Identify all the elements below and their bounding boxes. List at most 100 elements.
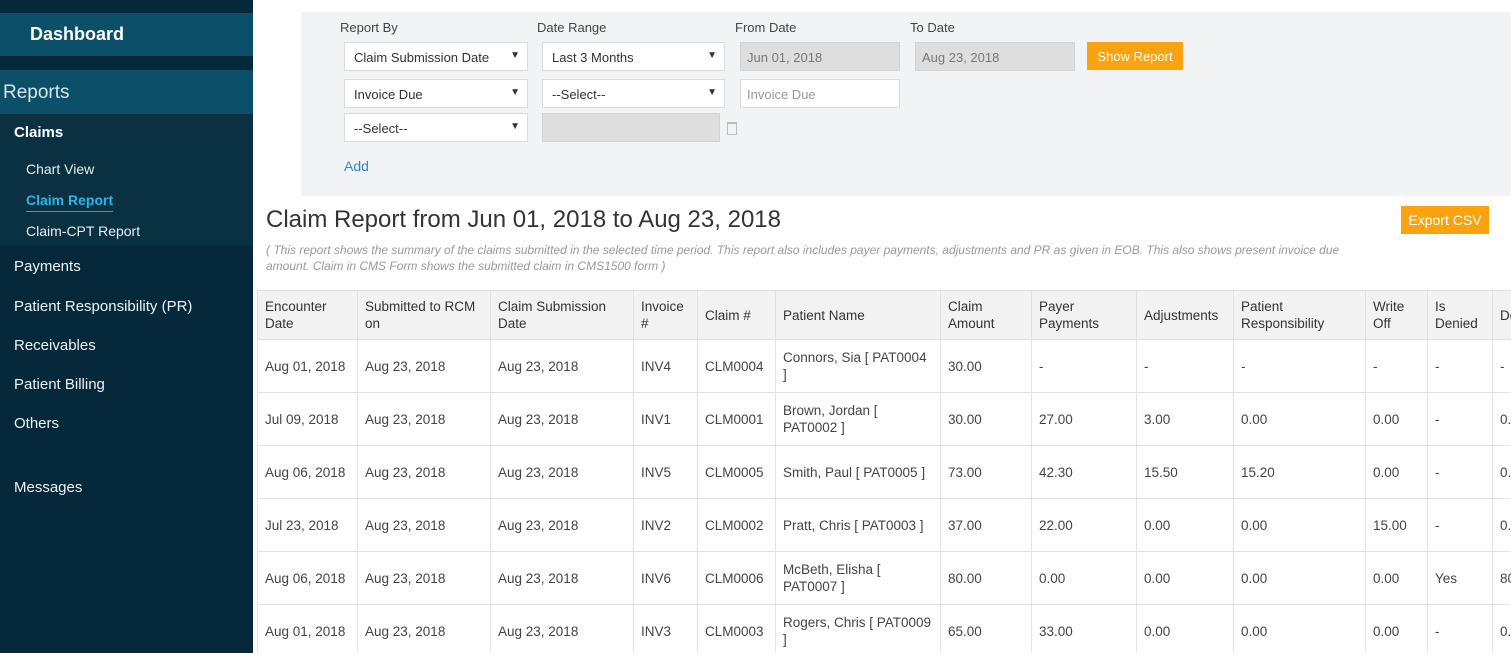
date-range-label: Date Range — [537, 20, 607, 35]
table-cell: 15.50 — [1136, 445, 1234, 499]
sidebar-claim-cpt-report[interactable]: Claim-CPT Report — [26, 223, 141, 239]
sidebar-patient-billing[interactable]: Patient Billing — [14, 376, 105, 393]
table-cell: INV2 — [633, 498, 698, 552]
column-header[interactable]: Claim # — [697, 290, 776, 340]
sidebar-reports[interactable]: Reports — [0, 70, 253, 114]
sidebar-patient-responsibility[interactable]: Patient Responsibility (PR) — [14, 298, 193, 315]
date-range-select[interactable]: Last 3 Months ▼ — [542, 42, 725, 71]
invoice-due-input[interactable]: Invoice Due — [740, 79, 900, 108]
table-cell: McBeth, Elisha [ PAT0007 ] — [775, 551, 941, 605]
table-cell: - — [1492, 339, 1511, 393]
sidebar-chart-view[interactable]: Chart View — [26, 161, 95, 177]
add-filter-link[interactable]: Add — [344, 158, 369, 174]
table-cell: Aug 23, 2018 — [357, 445, 491, 499]
column-header[interactable]: Claim Submission Date — [490, 290, 634, 340]
sidebar-dashboard[interactable]: Dashboard — [0, 13, 253, 56]
filter-field-value-2: --Select-- — [354, 121, 408, 136]
table-cell: Smith, Paul [ PAT0005 ] — [775, 445, 941, 499]
table-cell: 73.00 — [940, 445, 1032, 499]
table-cell: CLM0001 — [697, 392, 776, 446]
filter-field-select-2[interactable]: --Select-- ▼ — [344, 113, 528, 142]
column-header[interactable]: Adjustments — [1136, 290, 1234, 340]
caret-down-icon: ▼ — [707, 87, 717, 98]
table-cell: Aug 01, 2018 — [257, 604, 358, 653]
table-row: Jul 09, 2018 Aug 23, 2018 Aug 23, 2018 INV1… — [257, 392, 1511, 446]
report-by-select[interactable]: Claim Submission Date ▼ — [344, 42, 528, 71]
table-cell: 0. — [1492, 445, 1511, 499]
column-header[interactable]: Patient Responsibility — [1233, 290, 1366, 340]
table-cell: 0.00 — [1136, 498, 1234, 552]
table-cell: 42.30 — [1031, 445, 1137, 499]
table-cell: Connors, Sia [ PAT0004 ] — [775, 339, 941, 393]
table-cell: Rogers, Chris [ PAT0009 ] — [775, 604, 941, 653]
column-header[interactable]: Submitted to RCM on — [357, 290, 491, 340]
column-header[interactable]: Claim Amount — [940, 290, 1032, 340]
table-cell: 27.00 — [1031, 392, 1137, 446]
column-header[interactable]: Write Off — [1365, 290, 1428, 340]
column-header[interactable]: De — [1492, 290, 1511, 340]
report-by-label: Report By — [340, 20, 398, 35]
table-cell: 0.00 — [1233, 392, 1366, 446]
table-row: Aug 06, 2018 Aug 23, 2018 Aug 23, 2018 INV5… — [257, 445, 1511, 499]
sidebar: Dashboard Reports Claims Chart View Clai… — [0, 0, 253, 653]
column-header[interactable]: Is Denied — [1427, 290, 1493, 340]
show-report-button[interactable]: Show Report — [1087, 42, 1183, 70]
filter-operator-value: --Select-- — [552, 87, 606, 102]
table-cell: 15.20 — [1233, 445, 1366, 499]
table-cell: Jul 23, 2018 — [257, 498, 358, 552]
trash-icon[interactable] — [727, 122, 737, 135]
table-header-row: Encounter Date Submitted to RCM on Claim S… — [257, 290, 1511, 340]
claims-section: Claims Chart View Claim Report Claim-CPT… — [0, 114, 253, 246]
filter-field-select[interactable]: Invoice Due ▼ — [344, 79, 528, 108]
table-cell: - — [1233, 339, 1366, 393]
from-date-field[interactable]: Jun 01, 2018 — [740, 42, 900, 71]
column-header[interactable]: Invoice # — [633, 290, 698, 340]
caret-down-icon: ▼ — [707, 50, 717, 61]
table-cell: Aug 23, 2018 — [357, 339, 491, 393]
table-cell: Aug 23, 2018 — [490, 392, 634, 446]
table-cell: CLM0005 — [697, 445, 776, 499]
table-cell: INV5 — [633, 445, 698, 499]
table-cell: 0.00 — [1365, 551, 1428, 605]
table-cell: 0.00 — [1365, 445, 1428, 499]
table-cell: 0. — [1492, 498, 1511, 552]
sidebar-messages[interactable]: Messages — [14, 479, 83, 496]
column-header[interactable]: Encounter Date — [257, 290, 358, 340]
table-cell: - — [1365, 339, 1428, 393]
table-cell: 65.00 — [940, 604, 1032, 653]
caret-down-icon: ▼ — [510, 50, 520, 61]
table-cell: - — [1427, 604, 1493, 653]
sidebar-others[interactable]: Others — [14, 415, 60, 432]
filter-operator-select[interactable]: --Select-- ▼ — [542, 79, 725, 108]
table-cell: Aug 23, 2018 — [490, 498, 634, 552]
table-cell: Yes — [1427, 551, 1493, 605]
table-cell: Aug 23, 2018 — [490, 551, 634, 605]
column-header[interactable]: Payer Payments — [1031, 290, 1137, 340]
table-cell: 22.00 — [1031, 498, 1137, 552]
table-cell: INV1 — [633, 392, 698, 446]
export-csv-button[interactable]: Export CSV — [1401, 206, 1489, 234]
sidebar-payments[interactable]: Payments — [14, 258, 81, 275]
table-cell: 0. — [1492, 604, 1511, 653]
table-cell: 37.00 — [940, 498, 1032, 552]
table-row: Jul 23, 2018 Aug 23, 2018 Aug 23, 2018 INV2… — [257, 498, 1511, 552]
caret-down-icon: ▼ — [510, 121, 520, 132]
sidebar-claims[interactable]: Claims — [14, 124, 64, 141]
table-cell: CLM0003 — [697, 604, 776, 653]
column-header[interactable]: Patient Name — [775, 290, 941, 340]
sidebar-claim-report[interactable]: Claim Report — [26, 192, 114, 212]
table-cell: CLM0002 — [697, 498, 776, 552]
sidebar-receivables[interactable]: Receivables — [14, 337, 96, 354]
to-date-field[interactable]: Aug 23, 2018 — [915, 42, 1075, 71]
table-cell: 0.00 — [1365, 604, 1428, 653]
table-cell: - — [1427, 392, 1493, 446]
table-cell: INV6 — [633, 551, 698, 605]
table-cell: - — [1427, 339, 1493, 393]
table-cell: CLM0006 — [697, 551, 776, 605]
table-cell: INV4 — [633, 339, 698, 393]
table-cell: Jul 09, 2018 — [257, 392, 358, 446]
table-cell: 0.00 — [1136, 551, 1234, 605]
table-cell: 0.00 — [1365, 392, 1428, 446]
table-cell: 0.00 — [1136, 604, 1234, 653]
report-by-value: Claim Submission Date — [354, 50, 490, 65]
